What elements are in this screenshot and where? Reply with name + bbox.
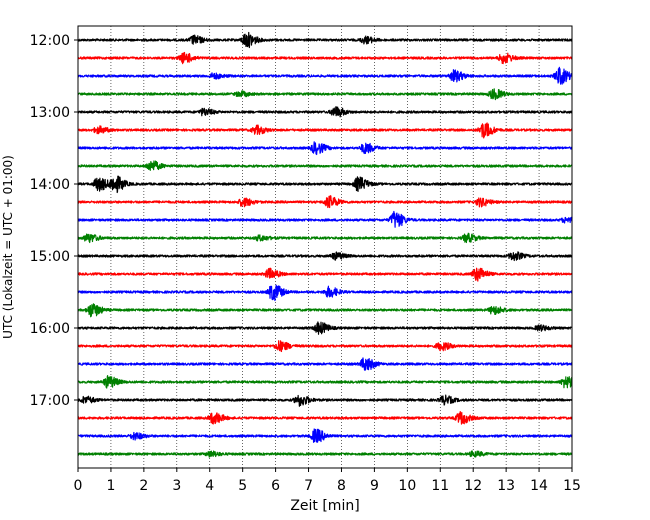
x-tick-label: 10 (398, 478, 416, 494)
y-tick-label: 16:00 (30, 321, 70, 337)
trace-row-23 (77, 450, 573, 458)
trace-row-12 (77, 251, 573, 262)
trace-row-1 (77, 51, 573, 65)
y-axis: 12:00 13:00 14:00 15:00 16:00 17:00 (30, 33, 78, 409)
vertical-grid (110, 26, 540, 468)
x-tick-label: 8 (337, 478, 346, 494)
x-tick-label: 3 (172, 478, 181, 494)
x-tick-label: 11 (431, 478, 449, 494)
trace-row-4 (77, 106, 573, 118)
trace-row-13 (77, 267, 573, 282)
trace-row-11 (77, 232, 573, 244)
trace-row-17 (77, 340, 573, 353)
x-tick-label: 0 (74, 478, 83, 494)
trace-row-20 (77, 394, 573, 407)
x-tick-label: 2 (139, 478, 148, 494)
trace-row-16 (77, 321, 573, 335)
x-tick-label: 1 (106, 478, 115, 494)
x-tick-label: 9 (370, 478, 379, 494)
y-axis-label: UTC (Lokalzeit = UTC + 01:00) (1, 155, 15, 339)
y-tick-label: 14:00 (30, 177, 70, 193)
trace-row-0 (77, 31, 573, 49)
plot-frame (77, 25, 573, 469)
y-tick-label: 15:00 (30, 249, 70, 265)
x-tick-label: 4 (205, 478, 214, 494)
trace-row-15 (77, 303, 573, 318)
x-tick-label: 12 (464, 478, 482, 494)
trace-row-19 (77, 375, 573, 389)
x-tick-label: 15 (563, 478, 581, 494)
trace-rows (77, 31, 573, 458)
x-tick-label: 5 (238, 478, 247, 494)
trace-row-10 (77, 210, 573, 228)
trace-row-7 (77, 160, 573, 171)
trace-row-2 (77, 66, 573, 85)
x-axis-label: Zeit [min] (290, 498, 359, 514)
trace-row-6 (77, 141, 573, 156)
trace-row-5 (77, 122, 573, 139)
y-tick-label: 17:00 (30, 393, 70, 409)
x-tick-label: 7 (304, 478, 313, 494)
x-tick-label: 13 (497, 478, 515, 494)
trace-row-8 (77, 175, 573, 194)
trace-row-3 (77, 88, 573, 101)
y-tick-label: 12:00 (30, 33, 70, 49)
x-axis: 0 1 2 3 4 5 6 7 8 9 10 11 12 13 14 15 (74, 468, 581, 494)
trace-row-14 (77, 284, 573, 302)
x-tick-label: 6 (271, 478, 280, 494)
trace-row-22 (77, 428, 573, 443)
trace-row-18 (77, 357, 573, 371)
trace-row-9 (77, 195, 573, 209)
x-tick-label: 14 (530, 478, 548, 494)
y-tick-label: 13:00 (30, 105, 70, 121)
trace-row-21 (77, 411, 573, 425)
